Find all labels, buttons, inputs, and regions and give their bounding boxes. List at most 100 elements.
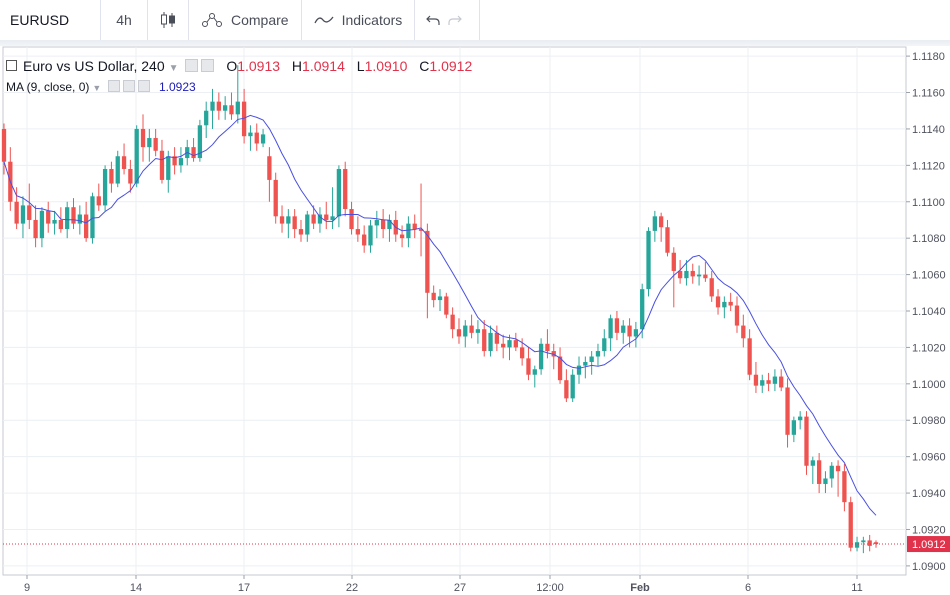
x-tick-label: 27: [454, 582, 466, 594]
candle-body: [96, 196, 101, 206]
candle-body: [545, 343, 550, 352]
redo-icon[interactable]: [447, 13, 469, 27]
candle-body: [873, 542, 879, 545]
candle-body: [292, 216, 297, 230]
candle-body: [330, 216, 335, 220]
candle-body: [298, 229, 304, 235]
candle-body: [576, 365, 582, 375]
candle-body: [387, 219, 392, 230]
candle-body: [305, 214, 310, 235]
price-axis[interactable]: 1.1180 1.1160 1.1140 1.1120 1.1100 1.1080 1.10…: [906, 51, 946, 573]
interval-label: 4h: [116, 12, 132, 28]
candle-body: [595, 351, 601, 357]
candle-body: [456, 329, 462, 337]
candle-body: [690, 270, 695, 277]
current-price-tag: [907, 536, 950, 553]
candle-body: [538, 343, 544, 370]
ma-settings-icon[interactable]: [122, 80, 135, 92]
y-tick-label: 1.1180: [912, 51, 945, 63]
close-value: 1.0912: [429, 58, 473, 74]
candle-body: [728, 301, 733, 306]
series-menu-chevron-icon[interactable]: ▼: [168, 63, 179, 74]
candle-body: [241, 101, 247, 137]
candle-body: [741, 325, 746, 339]
candle-body: [210, 101, 215, 111]
compare-button[interactable]: Compare: [189, 0, 302, 40]
candle-body: [336, 168, 342, 217]
x-tick-label: Feb: [630, 582, 650, 594]
candle-body: [191, 147, 196, 159]
candle-body: [475, 329, 481, 333]
candlestick-chart[interactable]: 9 14 17 22 27 12:00 Feb 6 11 1.11801.11601.11401…: [0, 46, 950, 595]
ma-remove-icon[interactable]: [137, 80, 150, 92]
series-settings-icon[interactable]: [201, 59, 215, 72]
interval-button[interactable]: 4h: [101, 0, 148, 40]
candle-body: [374, 219, 379, 226]
candle-body: [254, 132, 259, 144]
series-visibility-icon[interactable]: [185, 59, 199, 72]
candle-body: [798, 416, 803, 421]
candle-body: [83, 214, 89, 239]
candle-body: [39, 210, 45, 239]
ma-menu-chevron-icon[interactable]: ▼: [92, 83, 102, 93]
candle-body: [279, 216, 285, 224]
indicators-button[interactable]: Indicators: [302, 0, 416, 40]
indicators-label: Indicators: [341, 12, 403, 28]
candle-body: [734, 305, 740, 326]
x-tick-label: 22: [346, 582, 358, 594]
candle-body: [488, 332, 493, 352]
candle-body: [703, 274, 708, 279]
y-tick-label: 1.0940: [912, 488, 946, 500]
candle-body: [602, 338, 607, 352]
candle-body: [399, 234, 405, 239]
symbol-search[interactable]: EURUSD: [0, 0, 101, 40]
candle-body: [810, 460, 815, 466]
candle-body: [848, 502, 853, 548]
ma-legend: MA (9, close, 0) ▼ 1.0923: [6, 80, 196, 94]
candle-body: [33, 219, 38, 239]
y-tick-label: 1.0960: [912, 452, 946, 464]
candle-body: [760, 380, 765, 386]
toolbar-divider: [0, 40, 950, 46]
candle-body: [418, 229, 424, 231]
y-tick-label: 1.1160: [912, 88, 945, 100]
candle-body: [349, 209, 354, 230]
x-tick-label: 12:00: [536, 582, 564, 594]
current-price-label: 1.0912: [912, 539, 946, 551]
candle-body: [216, 101, 221, 111]
y-tick-label: 1.1040: [912, 306, 946, 318]
y-tick-label: 1.1020: [912, 342, 946, 354]
candle-body: [178, 158, 184, 166]
candle-body: [469, 325, 474, 333]
candle-body: [437, 296, 443, 301]
candle-body: [128, 168, 133, 184]
candle-body: [223, 105, 228, 111]
x-tick-label: 14: [130, 582, 142, 594]
x-tick-label: 17: [238, 582, 250, 594]
y-tick-label: 1.0920: [912, 524, 946, 536]
moving-average: [3, 114, 877, 516]
candle-body: [20, 205, 26, 224]
candle-body: [172, 156, 177, 166]
candle-body: [229, 105, 234, 115]
candle-body: [27, 205, 32, 220]
candle-body: [412, 223, 417, 230]
candle-body: [134, 128, 139, 184]
candle-body: [513, 340, 518, 348]
chart-style-button[interactable]: [148, 0, 189, 40]
y-tick-label: 1.0900: [912, 561, 946, 573]
candle-body: [501, 343, 506, 348]
undo-icon[interactable]: [425, 13, 447, 27]
candle-body: [753, 374, 759, 386]
candle-body: [46, 210, 51, 224]
candle-body: [785, 387, 790, 435]
candle-body: [772, 376, 778, 384]
ma-visibility-icon[interactable]: [107, 80, 120, 92]
candle-body: [861, 540, 866, 543]
collapse-icon[interactable]: [6, 60, 17, 71]
candle-body: [102, 168, 108, 206]
candle-body: [140, 128, 146, 148]
chart-area[interactable]: 9 14 17 22 27 12:00 Feb 6 11 1.1180 1.1160 1.1140 1…: [0, 46, 950, 595]
candle-body: [779, 376, 784, 388]
candle-body: [52, 219, 57, 224]
